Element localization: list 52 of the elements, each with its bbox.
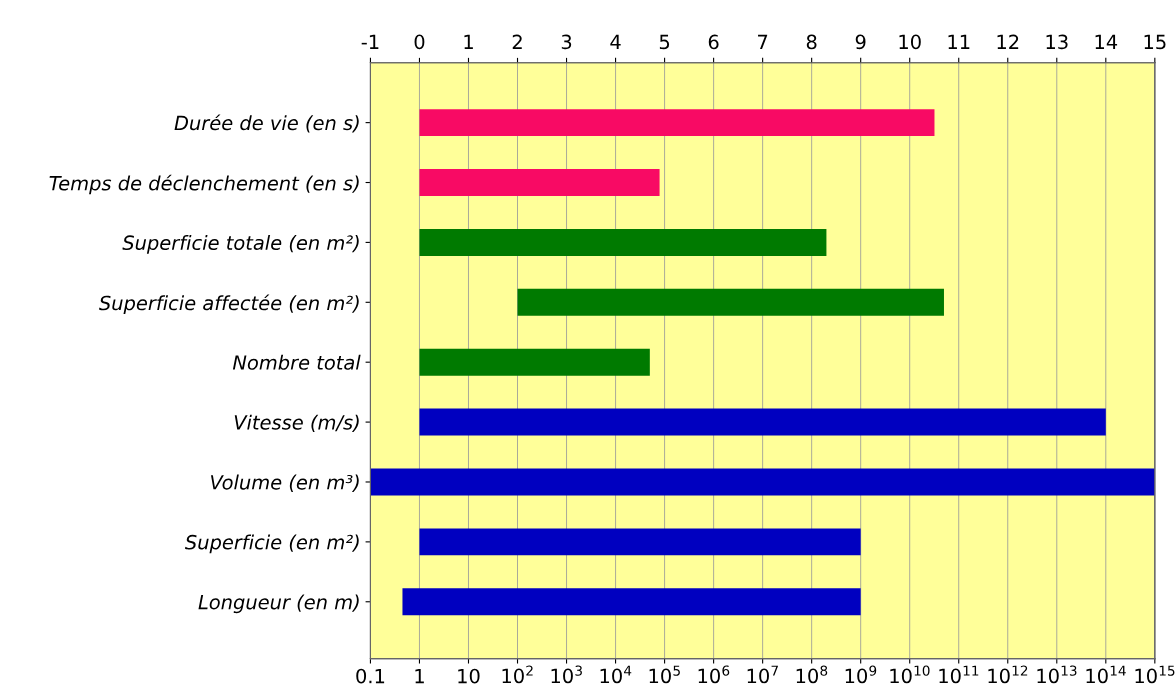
x-tick-label: 10$^{3}$ xyxy=(551,665,582,684)
x2-tick-label: 8 xyxy=(806,34,817,50)
y-tick-label: Nombre total xyxy=(232,354,361,370)
x2-tick-label: 1 xyxy=(464,34,473,49)
x2-tick-label: 9 xyxy=(855,34,866,50)
x-tick-label: 10$^{4}$ xyxy=(600,665,632,684)
x-tick-label: 10$^{14}$ xyxy=(1086,665,1126,684)
bar xyxy=(419,109,935,137)
x2-tick-label: 3 xyxy=(561,34,572,50)
y-tick-label: Longueur (en m) xyxy=(198,594,359,614)
bar xyxy=(402,588,861,616)
y-tick-label: Superficie totale (en m²) xyxy=(122,235,359,254)
x-tick-label: 10$^{7}$ xyxy=(747,665,778,684)
bar xyxy=(419,528,861,556)
x-tick-label: 1 xyxy=(415,668,424,684)
x2-tick-label: 14 xyxy=(1095,34,1118,49)
x2-tick-label: 4 xyxy=(610,34,621,49)
x2-tick-label: 12 xyxy=(997,34,1019,49)
bar xyxy=(419,169,660,196)
x-tick-label: 10$^{10}$ xyxy=(890,665,930,684)
x-tick-label: 10$^{11}$ xyxy=(939,665,979,684)
bar xyxy=(419,408,1106,436)
x2-tick-label: 7 xyxy=(758,34,768,49)
x-tick-label: 10$^{13}$ xyxy=(1037,665,1077,684)
x2-tick-label: 5 xyxy=(659,34,670,50)
y-tick-label: Volume (en m³) xyxy=(211,474,359,492)
x2-tick-label: 2 xyxy=(512,34,522,49)
bar xyxy=(419,228,827,256)
x2-tick-label: 6 xyxy=(708,34,719,50)
y-tick-label: Vitesse (m/s) xyxy=(234,414,359,433)
y-tick-label: Superficie (en m²) xyxy=(185,534,359,554)
x-tick-label: 10$^{5}$ xyxy=(649,665,680,684)
x-tick-label: 0.1 xyxy=(356,668,385,684)
x2-tick-label: 13 xyxy=(1046,34,1068,50)
x2-tick-label: -1 xyxy=(361,34,379,49)
x2-tick-label: 11 xyxy=(948,34,970,49)
x-tick-label: 10$^{8}$ xyxy=(796,665,828,684)
x2-tick-label: 10 xyxy=(899,34,921,50)
x2-tick-label: 0 xyxy=(414,34,425,50)
y-tick-label: Durée de vie (en s) xyxy=(174,114,359,133)
x-tick-label: 10$^{6}$ xyxy=(698,665,730,684)
x-tick-label: 10 xyxy=(458,668,480,684)
bar xyxy=(517,288,944,316)
x-tick-label: 10$^{12}$ xyxy=(988,665,1028,684)
bar xyxy=(370,468,1155,496)
x2-tick-label: 15 xyxy=(1144,34,1166,50)
bar xyxy=(419,348,650,376)
x-tick-label: 10$^{15}$ xyxy=(1135,665,1175,684)
x-tick-label: 10$^{9}$ xyxy=(845,665,877,684)
y-tick-label: Temps de déclenchement (en s) xyxy=(49,174,359,195)
x-tick-label: 10$^{2}$ xyxy=(502,665,533,684)
y-tick-label: Superficie affectée (en m²) xyxy=(99,294,359,315)
